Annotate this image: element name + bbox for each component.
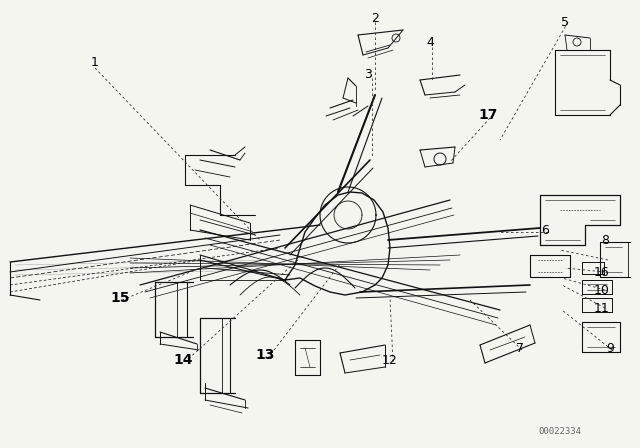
Text: 15: 15	[110, 291, 130, 305]
Text: 7: 7	[516, 341, 524, 354]
Text: 16: 16	[594, 266, 610, 279]
Text: 8: 8	[601, 233, 609, 246]
Text: 5: 5	[561, 16, 569, 29]
Text: 14: 14	[173, 353, 193, 367]
Text: 4: 4	[426, 35, 434, 48]
Text: 17: 17	[478, 108, 498, 122]
Text: 3: 3	[364, 69, 372, 82]
Text: 10: 10	[594, 284, 610, 297]
Text: 00022334: 00022334	[538, 427, 582, 436]
Text: 6: 6	[541, 224, 549, 237]
Text: 1: 1	[91, 56, 99, 69]
Text: 11: 11	[594, 302, 610, 314]
Text: 13: 13	[255, 348, 275, 362]
Text: 9: 9	[606, 341, 614, 354]
Text: 2: 2	[371, 12, 379, 25]
Text: 12: 12	[382, 353, 398, 366]
